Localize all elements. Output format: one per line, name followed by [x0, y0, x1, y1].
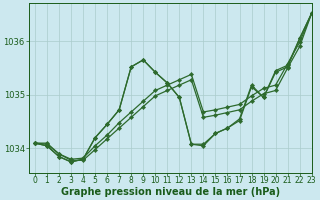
- X-axis label: Graphe pression niveau de la mer (hPa): Graphe pression niveau de la mer (hPa): [61, 187, 280, 197]
